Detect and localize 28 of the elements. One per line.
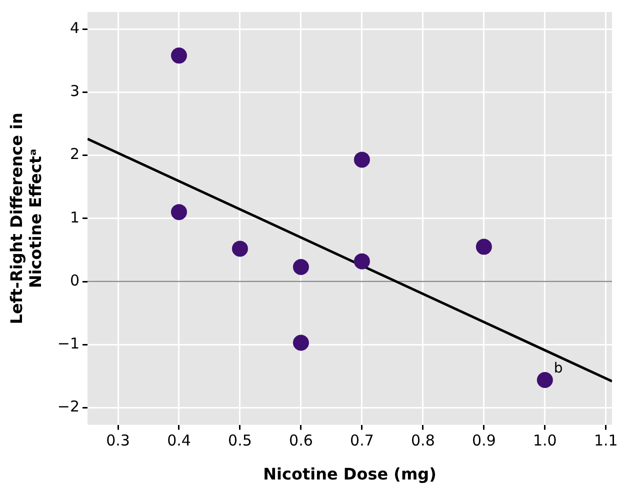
y-tick-label: 3	[70, 82, 80, 100]
x-tick-label: 0.4	[167, 432, 191, 450]
x-tick-label: 0.9	[472, 432, 496, 450]
point	[354, 253, 370, 270]
annotation: b	[554, 360, 563, 377]
point	[354, 152, 370, 168]
x-tick-label: 1.0	[532, 432, 557, 450]
x-axis-title: Nicotine Dose (mg)	[263, 464, 436, 484]
y-tick-label: 0	[70, 271, 80, 290]
point	[536, 372, 553, 388]
y-tick-label: −1	[57, 334, 80, 353]
point	[476, 238, 492, 255]
x-tick-label: 0.8	[411, 432, 435, 450]
y-axis-title: Left-Right Difference in Nicotine Effectᵃ	[6, 112, 45, 324]
point	[292, 259, 309, 275]
point	[232, 240, 248, 257]
point	[170, 48, 187, 64]
x-tick-label: 0.7	[350, 432, 374, 450]
y-tick-label: −2	[57, 398, 80, 416]
x-tick-label: 0.5	[228, 432, 252, 450]
x-tick-label: 0.6	[289, 432, 313, 450]
x-tick-label: 0.3	[106, 432, 130, 450]
y-tick-label: 1	[70, 208, 80, 226]
y-tick-label: 2	[70, 145, 80, 164]
point	[292, 334, 309, 351]
point	[170, 204, 187, 220]
y-tick-label: 4	[70, 18, 80, 37]
x-tick-label: 1.1	[594, 432, 618, 450]
